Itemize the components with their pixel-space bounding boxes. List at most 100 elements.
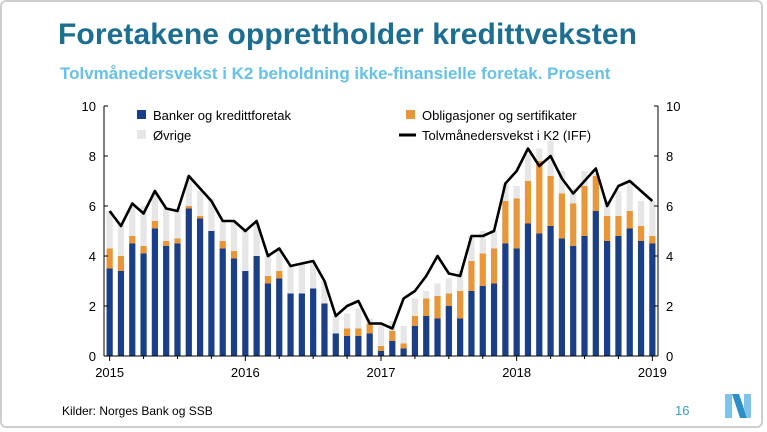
bar-segment-bonds [423, 298, 430, 316]
bar-segment-bonds [276, 271, 283, 279]
bar-segment-other [377, 323, 385, 346]
bar-segment-banks [502, 243, 509, 356]
legend-swatch-bonds [406, 110, 415, 119]
bar-segment-banks [445, 306, 452, 356]
bar-segment-banks [355, 336, 362, 356]
bar-segment-banks [558, 238, 566, 356]
bar-segment-banks [411, 326, 419, 356]
bar-segment-banks [298, 293, 305, 356]
bar-segment-other [536, 148, 543, 161]
bar-segment-other [502, 183, 509, 201]
y-tick-label-right: 2 [666, 299, 673, 314]
bar-segment-other [129, 206, 136, 236]
bar-segment-bonds [264, 276, 272, 284]
bar-segment-other [604, 201, 611, 216]
bar-segment-banks [615, 236, 622, 356]
bar-segment-other [524, 153, 532, 181]
bar-segment-banks [129, 243, 136, 356]
bar-segment-banks [649, 243, 656, 356]
bar-segment-other [117, 223, 125, 256]
bar-segment-bonds [445, 293, 452, 306]
bar-segment-other [513, 186, 520, 199]
bar-segment-other [321, 281, 328, 304]
y-tick-label-right: 6 [666, 199, 673, 214]
legend-label-line: Tolvmånedersvekst i K2 (IFF) [422, 128, 591, 143]
bar-segment-banks [434, 318, 441, 356]
bar-segment-bonds [513, 198, 520, 249]
y-tick-label-right: 10 [666, 99, 680, 114]
legend-label-bonds: Obligasjoner og sertifikater [422, 108, 577, 123]
bar-segment-other [208, 198, 215, 231]
y-tick-label-left: 6 [89, 199, 96, 214]
bar-segment-other [626, 181, 633, 211]
bar-segment-banks [163, 246, 170, 356]
bar-segment-bonds [400, 343, 407, 349]
bar-segment-bonds [355, 328, 362, 336]
bar-segment-other [558, 171, 566, 194]
bar-segment-other [264, 256, 272, 276]
bar-segment-other [490, 231, 498, 249]
bar-segment-bonds [479, 253, 486, 286]
bar-segment-bonds [411, 316, 419, 326]
bar-segment-other [287, 266, 294, 294]
bar-segment-bonds [547, 176, 554, 226]
bar-segment-banks [604, 241, 611, 356]
bar-segment-other [106, 211, 113, 249]
bar-segment-other [570, 188, 577, 204]
source-note: Kilder: Norges Bank og SSB [62, 404, 213, 418]
bar-segment-banks [140, 253, 147, 356]
bar-segment-banks [253, 256, 260, 356]
bar-segment-bonds [230, 251, 238, 259]
bar-segment-other [457, 271, 464, 291]
bar-segment-banks [513, 248, 520, 356]
bar-segment-banks [490, 283, 498, 356]
bar-segment-banks [117, 271, 125, 356]
bar-segment-banks [230, 258, 238, 356]
bar-segment-banks [592, 211, 599, 356]
bar-segment-banks [174, 243, 181, 356]
bar-segment-bonds [581, 186, 588, 236]
bar-segment-other [174, 208, 181, 239]
bar-segment-banks [547, 226, 554, 356]
bar-segment-banks [637, 241, 645, 356]
bar-segment-bonds [468, 261, 475, 291]
legend-label-banks: Banker og kredittforetak [153, 108, 292, 123]
bar-segment-other [400, 326, 407, 344]
bar-segment-banks [321, 303, 328, 356]
bar-segment-banks [536, 233, 543, 356]
bar-segment-other [649, 201, 656, 236]
bar-segment-other [253, 223, 260, 256]
bar-segment-other [219, 221, 226, 241]
bar-segment-bonds [570, 203, 577, 246]
bar-segment-banks [389, 341, 396, 356]
x-tick-label: 2016 [231, 365, 260, 380]
bar-segment-bonds [140, 246, 147, 254]
bar-segment-other [592, 173, 599, 176]
bar-segment-banks [208, 231, 215, 356]
bar-segment-other [230, 221, 238, 251]
bar-series-group [106, 141, 656, 356]
bar-segment-other [637, 201, 645, 226]
bar-segment-other [581, 171, 588, 186]
legend-swatch-other [137, 130, 146, 139]
bar-segment-banks [276, 278, 283, 356]
bar-segment-banks [287, 293, 294, 356]
bar-segment-banks [479, 286, 486, 356]
growth-line [108, 147, 654, 330]
axes-group: 0 0 2 2 4 4 6 6 8 8 10 10 2015 2016 2017 2018 2019 [82, 99, 681, 380]
bar-segment-banks [377, 351, 385, 356]
bar-segment-bonds [163, 241, 170, 246]
bar-segment-bonds [524, 181, 532, 224]
legend: Banker og kredittforetak Obligasjoner og… [137, 108, 591, 143]
bar-segment-banks [196, 218, 204, 356]
bar-segment-bonds [558, 193, 566, 239]
bar-segment-bonds [174, 238, 181, 244]
bar-segment-banks [468, 291, 475, 356]
bar-segment-other [185, 176, 192, 206]
bar-segment-banks [219, 248, 226, 356]
bar-segment-banks [626, 228, 633, 356]
bar-segment-banks [366, 333, 373, 356]
bar-segment-banks [332, 333, 339, 356]
norges-bank-logo-icon [725, 394, 751, 418]
